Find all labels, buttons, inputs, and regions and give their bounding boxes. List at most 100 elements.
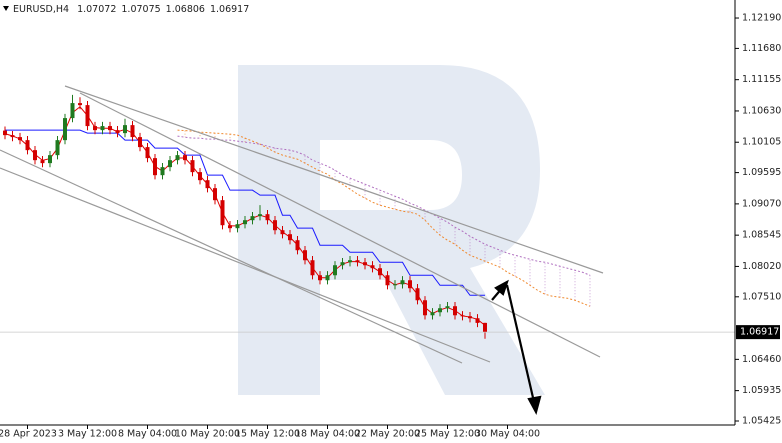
header-value: 1.06806 <box>166 4 205 15</box>
collapse-icon[interactable] <box>3 6 9 11</box>
y-tick-label: 1.05935 <box>742 385 781 396</box>
y-tick-label: 1.11155 <box>742 74 781 85</box>
candle-body <box>385 275 390 286</box>
header-value: 1.07075 <box>121 4 160 15</box>
candle-body <box>250 216 255 221</box>
x-tick-label: 28 Apr 2023 <box>0 429 57 440</box>
watermark <box>238 65 545 395</box>
trend-line <box>0 167 491 363</box>
candle-body <box>55 140 60 156</box>
y-tick-label: 1.11680 <box>742 43 781 54</box>
candle-body <box>468 316 472 319</box>
candle-body <box>48 155 52 164</box>
candle-body <box>280 230 285 235</box>
candle-body <box>198 172 202 181</box>
candle-body <box>70 103 75 119</box>
current-price-label: 1.06917 <box>740 327 779 338</box>
candle-body <box>10 135 15 138</box>
header-value: EURUSD,H4 <box>13 4 69 15</box>
x-tick-label: 25 May 12:00 <box>415 429 480 440</box>
candle-body <box>445 306 450 309</box>
indicator-line <box>5 129 485 296</box>
candle-body <box>168 160 172 168</box>
candle-body <box>25 140 30 151</box>
y-tick-label: 1.10105 <box>742 137 781 148</box>
candle-body <box>183 155 187 161</box>
candle-body <box>115 130 120 134</box>
candle-body <box>93 126 97 131</box>
candle-body <box>130 125 135 138</box>
axes: 1.12190 1.11680 1.11155 1.10630 1.10105 1.095… <box>0 13 781 440</box>
candle-body <box>348 260 352 263</box>
header-value: 1.06917 <box>210 4 249 15</box>
x-tick-label: 18 May 04:00 <box>295 429 360 440</box>
x-tick-label: 8 May 04:00 <box>118 429 177 440</box>
candle-body <box>415 288 420 301</box>
cloud-span-a <box>177 129 591 307</box>
candle-body <box>483 322 487 333</box>
candle-body <box>295 240 300 251</box>
y-tick-label: 1.07510 <box>742 291 781 302</box>
candle-body <box>325 275 330 281</box>
candle-body <box>85 105 90 127</box>
candle-body <box>145 147 150 159</box>
candle-body <box>258 214 262 217</box>
candle-body <box>340 262 345 266</box>
y-tick-label: 1.10630 <box>742 105 781 116</box>
candle-body <box>333 265 337 276</box>
candle-body <box>355 260 360 263</box>
candle-body <box>100 126 105 131</box>
candle-body <box>430 312 435 316</box>
y-tick-label: 1.09595 <box>742 167 781 178</box>
candle-body <box>273 220 277 231</box>
candle-body <box>393 284 397 286</box>
trend-line <box>64 85 604 274</box>
candle-body <box>243 220 247 225</box>
candle-body <box>108 126 112 131</box>
trend-line <box>0 149 463 364</box>
candle-body <box>3 130 7 136</box>
y-tick-label: 1.08545 <box>742 230 781 241</box>
x-tick-label: 10 May 20:00 <box>175 429 240 440</box>
candle-body <box>18 137 22 141</box>
forecast-arrows <box>491 279 542 415</box>
y-tick-label: 1.08020 <box>742 261 781 272</box>
x-tick-label: 15 May 12:00 <box>235 429 300 440</box>
candle-body <box>153 158 157 176</box>
candle-body <box>205 180 210 189</box>
plot-area <box>0 94 735 339</box>
arrow-head <box>527 395 542 415</box>
chart-header: EURUSD,H4 1.07072 1.07075 1.06806 1.06917 <box>13 4 249 15</box>
candle-body <box>318 275 322 281</box>
candle-body <box>460 315 465 317</box>
candle-body <box>190 160 195 173</box>
candle-body <box>423 300 427 316</box>
y-tick-label: 1.09070 <box>742 198 781 209</box>
candle-body <box>438 308 442 313</box>
candle-body <box>265 214 270 221</box>
candle-body <box>303 250 307 261</box>
candle-body <box>138 137 142 148</box>
candle-body <box>235 224 240 229</box>
cloud-span-b <box>177 135 591 276</box>
candle-body <box>228 225 232 229</box>
candle-body <box>408 280 412 289</box>
y-tick-label: 1.05425 <box>742 416 781 427</box>
x-tick-label: 22 May 20:00 <box>355 429 420 440</box>
candle-body <box>220 200 225 226</box>
candle-body <box>63 118 67 141</box>
candle-body <box>475 318 480 323</box>
y-tick-label: 1.06460 <box>742 354 781 365</box>
candle-body <box>175 155 180 161</box>
candle-body <box>400 280 405 285</box>
candle-body <box>123 125 127 134</box>
x-tick-label: 30 May 04:00 <box>475 429 540 440</box>
candle-body <box>213 188 217 201</box>
candle-body <box>40 160 45 164</box>
candle-body <box>453 306 457 316</box>
candle-body <box>363 262 367 266</box>
x-tick-label: 3 May 12:00 <box>58 429 117 440</box>
candle-body <box>78 103 82 106</box>
candle-body <box>288 234 292 241</box>
